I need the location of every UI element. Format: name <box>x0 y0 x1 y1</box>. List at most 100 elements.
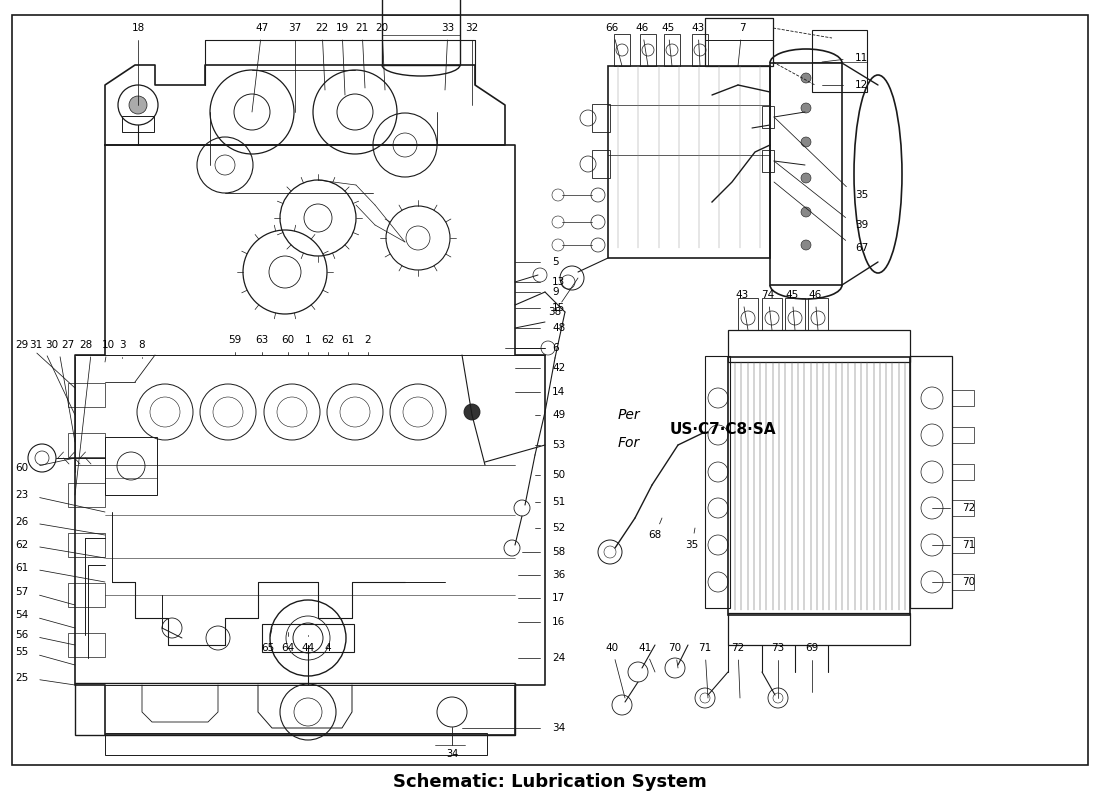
Bar <box>262 624 354 652</box>
Text: 20: 20 <box>375 23 388 33</box>
Text: 12: 12 <box>855 80 868 90</box>
Bar <box>705 356 730 608</box>
Text: US·C7·C8·SA: US·C7·C8·SA <box>670 422 777 437</box>
Text: 11: 11 <box>855 53 868 63</box>
Text: 52: 52 <box>552 523 565 533</box>
Bar <box>770 63 842 285</box>
Text: 32: 32 <box>465 23 478 33</box>
Text: 13: 13 <box>552 277 565 287</box>
Text: 2: 2 <box>365 335 372 345</box>
Circle shape <box>464 404 480 420</box>
Text: 43: 43 <box>736 290 749 300</box>
Text: 9: 9 <box>552 287 559 297</box>
Bar <box>382 0 460 65</box>
Bar <box>785 298 805 330</box>
Text: 53: 53 <box>552 440 565 450</box>
Bar <box>640 34 656 66</box>
Text: 65: 65 <box>262 643 275 653</box>
Text: 70: 70 <box>669 643 682 653</box>
Text: 60: 60 <box>15 463 28 473</box>
Circle shape <box>801 240 811 250</box>
Bar <box>762 150 774 172</box>
Text: 58: 58 <box>552 547 565 557</box>
Text: 61: 61 <box>341 335 354 345</box>
Text: 26: 26 <box>14 517 28 527</box>
Text: 15: 15 <box>552 303 565 313</box>
Bar <box>705 18 773 66</box>
Bar <box>762 298 782 330</box>
Text: 54: 54 <box>14 610 28 620</box>
Text: 27: 27 <box>62 340 75 350</box>
Text: 16: 16 <box>552 617 565 627</box>
Text: 70: 70 <box>962 577 975 587</box>
Text: 61: 61 <box>14 563 28 573</box>
Text: 55: 55 <box>14 647 28 657</box>
Text: 30: 30 <box>45 340 58 350</box>
Text: 45: 45 <box>785 290 799 300</box>
Circle shape <box>801 73 811 83</box>
Text: 23: 23 <box>14 490 28 500</box>
Bar <box>952 464 974 480</box>
Text: 46: 46 <box>808 290 822 300</box>
Text: 38: 38 <box>549 307 562 317</box>
Text: 19: 19 <box>336 23 349 33</box>
Bar <box>68 433 104 457</box>
Text: 46: 46 <box>636 23 649 33</box>
Bar <box>738 298 758 330</box>
Bar <box>952 537 974 553</box>
Text: 14: 14 <box>552 387 565 397</box>
Text: 62: 62 <box>321 335 334 345</box>
Bar <box>68 383 104 407</box>
Bar <box>728 613 910 645</box>
Bar <box>75 683 515 735</box>
Text: 66: 66 <box>605 23 618 33</box>
Bar <box>728 330 910 362</box>
Circle shape <box>801 103 811 113</box>
Text: 71: 71 <box>962 540 976 550</box>
Bar <box>808 298 828 330</box>
Text: 33: 33 <box>441 23 454 33</box>
Text: For: For <box>618 436 640 450</box>
Bar <box>762 106 774 128</box>
Text: 43: 43 <box>692 23 705 33</box>
Text: 60: 60 <box>282 335 295 345</box>
Text: 41: 41 <box>638 643 651 653</box>
Text: 3: 3 <box>119 340 125 350</box>
Text: 45: 45 <box>661 23 674 33</box>
Bar <box>952 574 974 590</box>
Bar <box>692 34 708 66</box>
Text: 44: 44 <box>301 643 315 653</box>
Bar <box>68 483 104 507</box>
Text: 22: 22 <box>316 23 329 33</box>
Bar <box>592 150 611 178</box>
Text: 28: 28 <box>79 340 92 350</box>
Text: 42: 42 <box>552 363 565 373</box>
Text: 34: 34 <box>552 723 565 733</box>
Bar <box>728 357 910 615</box>
Bar <box>104 437 157 495</box>
Text: 68: 68 <box>648 530 661 540</box>
Text: 50: 50 <box>552 470 565 480</box>
Bar <box>104 733 487 755</box>
Text: 1: 1 <box>305 335 311 345</box>
Bar <box>68 583 104 607</box>
Text: 36: 36 <box>552 570 565 580</box>
Bar <box>812 30 867 92</box>
Text: 64: 64 <box>282 643 295 653</box>
Bar <box>614 34 630 66</box>
Text: 29: 29 <box>14 340 28 350</box>
Circle shape <box>801 137 811 147</box>
Text: 72: 72 <box>732 643 745 653</box>
Text: 71: 71 <box>698 643 712 653</box>
Text: 21: 21 <box>355 23 368 33</box>
Text: 17: 17 <box>552 593 565 603</box>
Bar <box>910 356 952 608</box>
Text: 4: 4 <box>324 643 331 653</box>
Text: 62: 62 <box>14 540 28 550</box>
Bar <box>68 533 104 557</box>
Text: 57: 57 <box>14 587 28 597</box>
Text: 59: 59 <box>229 335 242 345</box>
Text: 31: 31 <box>29 340 42 350</box>
Bar <box>122 116 154 132</box>
Text: 39: 39 <box>855 220 868 230</box>
